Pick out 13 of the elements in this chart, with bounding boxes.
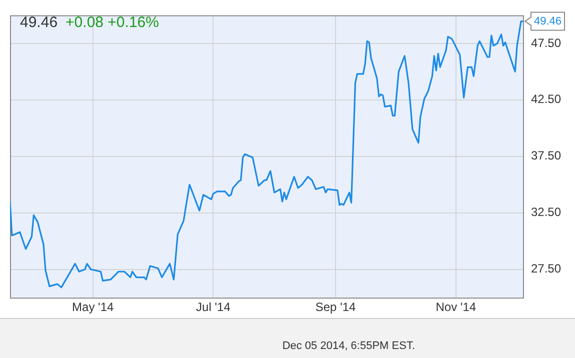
x-tick-label: May '14 bbox=[72, 300, 114, 314]
y-tick-label: 47.50 bbox=[530, 36, 562, 50]
chart-title: 49.46 bbox=[20, 14, 58, 31]
y-tick-label: 37.50 bbox=[530, 148, 562, 163]
annotation: 49.46 bbox=[534, 15, 562, 28]
x-tick-label: Jul '14 bbox=[196, 300, 231, 314]
x-tick-label: Nov '14 bbox=[436, 300, 476, 314]
y-tick-label: 42.50 bbox=[530, 92, 562, 106]
x-tick-label: Sep '14 bbox=[315, 300, 356, 314]
y-tick-label: 27.50 bbox=[530, 262, 562, 276]
y-tick-label: 32.50 bbox=[530, 205, 562, 220]
text: Dec 05 2014, 6:55PM EST. bbox=[282, 340, 415, 352]
chart-subtitle: +0.08 +0.16% bbox=[66, 14, 159, 31]
